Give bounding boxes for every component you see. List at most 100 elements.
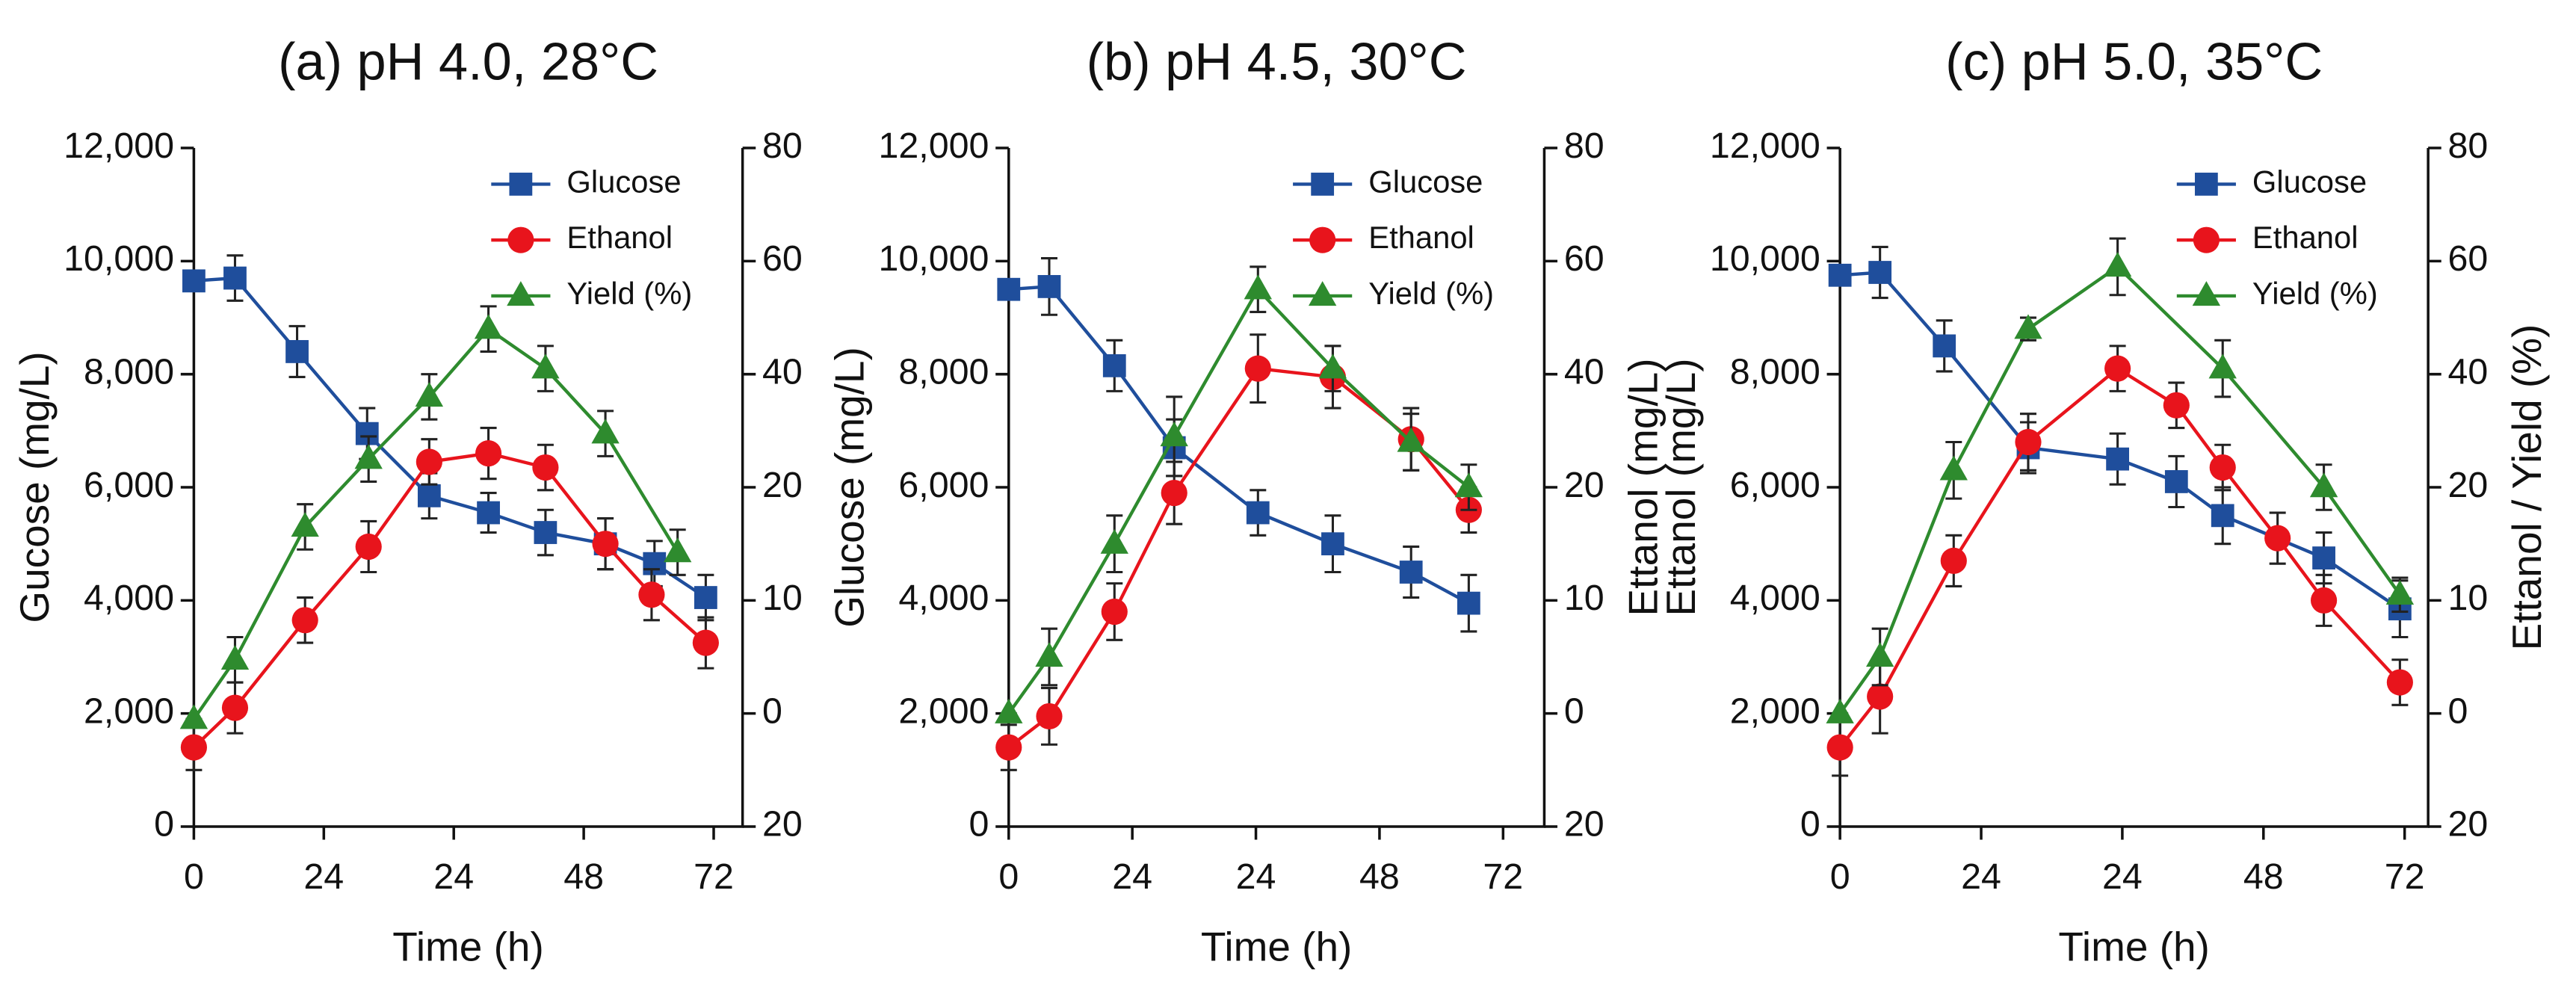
marker bbox=[1246, 501, 1270, 525]
legend-marker bbox=[507, 226, 534, 253]
y2-tick-label: 60 bbox=[2448, 238, 2489, 279]
y-axis-title: Ettanol (mg/L) bbox=[1658, 358, 1704, 616]
y2-tick-label: 20 bbox=[2448, 804, 2489, 845]
marker bbox=[1828, 263, 1852, 287]
y2-axis-title: Ettanol (mg/L) bbox=[1619, 358, 1666, 616]
y2-tick-label: 10 bbox=[762, 578, 803, 618]
x-tick-label: 24 bbox=[433, 856, 474, 897]
marker bbox=[995, 734, 1022, 761]
marker bbox=[474, 314, 503, 339]
y2-tick-label: 60 bbox=[762, 238, 803, 279]
marker bbox=[1035, 642, 1063, 667]
marker bbox=[1939, 455, 1968, 481]
marker bbox=[643, 552, 667, 575]
marker bbox=[220, 644, 250, 670]
y-tick-label: 12,000 bbox=[878, 126, 989, 166]
marker bbox=[997, 277, 1021, 301]
y-tick-label: 10,000 bbox=[1710, 238, 1820, 279]
x-tick-label: 48 bbox=[2243, 856, 2284, 897]
marker bbox=[591, 419, 620, 444]
x-tick-label: 0 bbox=[998, 856, 1019, 897]
marker bbox=[2209, 454, 2236, 481]
marker bbox=[592, 531, 619, 558]
y2-tick-label: 20 bbox=[762, 465, 803, 505]
x-axis-title: Time (h) bbox=[392, 923, 543, 969]
marker bbox=[2311, 587, 2338, 614]
marker bbox=[1867, 683, 1894, 710]
marker bbox=[179, 704, 209, 729]
y2-tick-label: 40 bbox=[1564, 351, 1604, 392]
y-tick-label: 10,000 bbox=[64, 238, 174, 279]
y2-tick-label: 80 bbox=[762, 126, 803, 166]
marker bbox=[1161, 479, 1187, 507]
x-tick-label: 0 bbox=[184, 856, 204, 897]
marker bbox=[694, 586, 717, 609]
marker bbox=[354, 444, 383, 469]
y-tick-label: 12,000 bbox=[1710, 126, 1820, 166]
marker bbox=[1036, 703, 1063, 730]
legend-label: Yield (%) bbox=[1368, 276, 1494, 311]
y2-tick-label: 40 bbox=[2448, 351, 2489, 392]
x-tick-label: 24 bbox=[1961, 856, 2001, 897]
x-tick-label: 72 bbox=[1483, 856, 1523, 897]
marker bbox=[1826, 734, 1853, 761]
marker bbox=[1037, 275, 1061, 298]
marker bbox=[532, 454, 559, 481]
y-tick-label: 2,000 bbox=[898, 691, 989, 731]
marker bbox=[2312, 546, 2335, 569]
marker bbox=[531, 354, 560, 379]
x-tick-label: 24 bbox=[1112, 856, 1152, 897]
y-tick-label: 6,000 bbox=[1730, 465, 1820, 505]
y2-tick-label: 40 bbox=[762, 351, 803, 392]
marker bbox=[2106, 447, 2129, 471]
panel-title: (b) pH 4.5, 30°C bbox=[1087, 32, 1467, 91]
y2-axis-title: Ettanol / Yield (%) bbox=[2504, 324, 2550, 651]
marker bbox=[1826, 698, 1854, 723]
y-tick-label: 0 bbox=[1800, 804, 1820, 845]
y2-tick-label: 10 bbox=[1564, 578, 1604, 618]
y-tick-label: 12,000 bbox=[64, 126, 174, 166]
marker bbox=[664, 537, 692, 563]
marker bbox=[291, 607, 318, 634]
marker bbox=[1865, 642, 1894, 667]
marker bbox=[1318, 354, 1347, 379]
y-axis-title: Glucose (mg/L) bbox=[826, 347, 872, 628]
marker bbox=[2211, 504, 2234, 528]
y-tick-label: 6,000 bbox=[84, 465, 174, 505]
y-tick-label: 4,000 bbox=[898, 578, 989, 618]
marker bbox=[285, 340, 309, 363]
legend-label: Ethanol bbox=[566, 220, 673, 255]
legend-label: Ethanol bbox=[1368, 220, 1474, 255]
marker bbox=[1160, 422, 1188, 447]
y-tick-label: 8,000 bbox=[84, 351, 174, 392]
y2-tick-label: 0 bbox=[2448, 691, 2468, 731]
x-tick-label: 0 bbox=[1830, 856, 1850, 897]
panel-title: (c) pH 5.0, 35°C bbox=[1945, 32, 2323, 91]
panel: (a) pH 4.0, 28°C Time (h) Gucose (mg/L) 0 24… bbox=[11, 32, 803, 970]
legend-marker bbox=[507, 281, 535, 306]
series-line bbox=[192, 451, 707, 749]
x-axis-title: Time (h) bbox=[2058, 923, 2209, 969]
legend-label: Ethanol bbox=[2252, 220, 2359, 255]
marker bbox=[2014, 314, 2042, 339]
marker bbox=[355, 422, 379, 445]
series-line bbox=[1838, 366, 2401, 749]
y2-tick-label: 0 bbox=[1564, 691, 1584, 731]
y-tick-label: 4,000 bbox=[84, 578, 174, 618]
x-tick-label: 24 bbox=[1236, 856, 1276, 897]
x-tick-label: 24 bbox=[303, 856, 344, 897]
y-tick-label: 0 bbox=[154, 804, 174, 845]
y2-tick-label: 20 bbox=[1564, 804, 1604, 845]
marker bbox=[692, 629, 719, 656]
legend-label: Glucose bbox=[1368, 164, 1483, 199]
y2-tick-label: 10 bbox=[2448, 578, 2489, 618]
marker bbox=[2385, 579, 2415, 605]
y-tick-label: 6,000 bbox=[898, 465, 989, 505]
marker bbox=[2264, 525, 2291, 552]
x-tick-label: 72 bbox=[2385, 856, 2425, 897]
marker bbox=[2163, 392, 2190, 419]
marker bbox=[2164, 470, 2188, 493]
marker bbox=[1101, 598, 1128, 626]
marker bbox=[1454, 472, 1483, 498]
